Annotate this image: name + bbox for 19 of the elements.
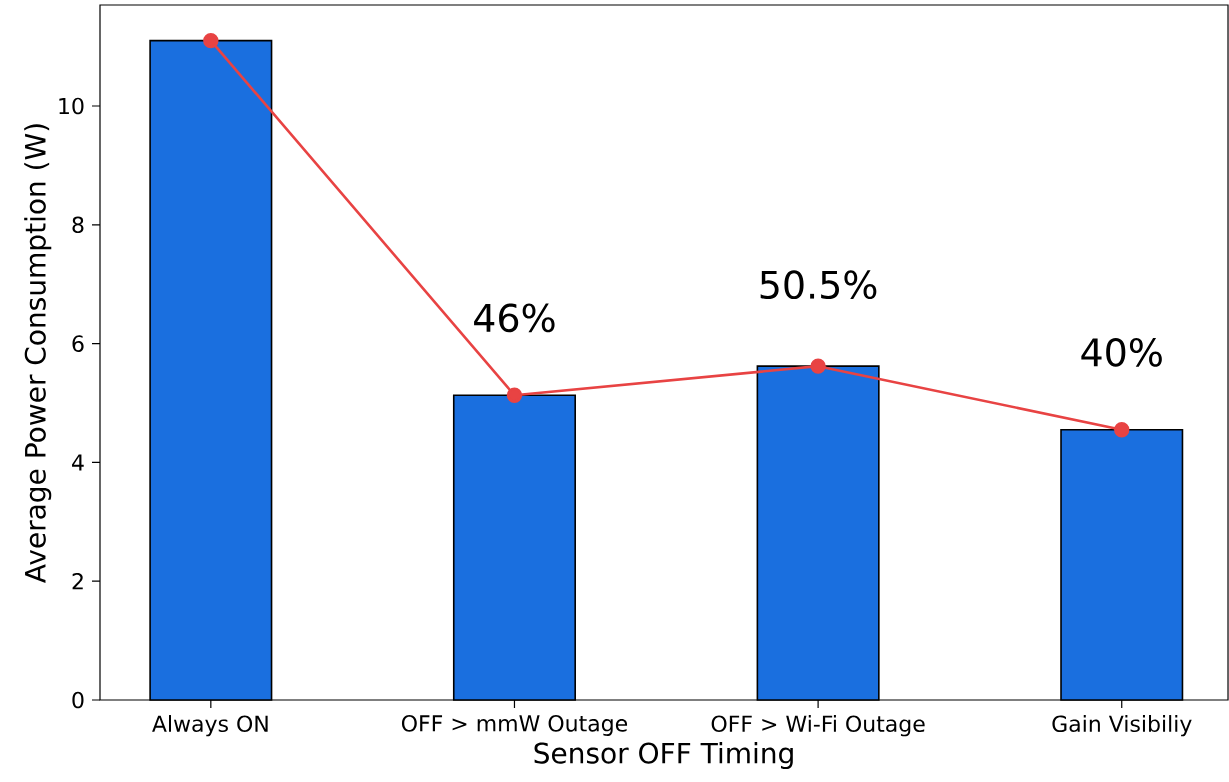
point bbox=[506, 387, 523, 403]
annotation: 40% bbox=[1081, 337, 1162, 367]
annotation: 50.5% bbox=[760, 270, 877, 300]
y-tick-label: 4 bbox=[72, 454, 84, 471]
y-tick-label: 8 bbox=[72, 216, 84, 234]
x-tick-label: OFF > mmW Outage bbox=[401, 715, 628, 736]
x-tick-label: OFF > Wi-Fi Outage bbox=[711, 715, 925, 737]
y-tick-label: 6 bbox=[72, 335, 84, 352]
point bbox=[1114, 422, 1130, 438]
annotation: 46% bbox=[474, 303, 555, 333]
y-tick-label: 10 bbox=[59, 97, 84, 115]
point bbox=[203, 32, 219, 49]
x-axis-title: Sensor OFF Timing bbox=[534, 742, 793, 770]
x-tick-label: Gain Visibiliy bbox=[1052, 715, 1192, 737]
y-axis-title: Average Power Consumption (W) bbox=[24, 124, 52, 583]
x-tick-label: Always ON bbox=[152, 715, 268, 737]
y-tick-label: 2 bbox=[72, 573, 83, 590]
point bbox=[810, 358, 826, 374]
y-tick-label: 0 bbox=[72, 691, 84, 709]
